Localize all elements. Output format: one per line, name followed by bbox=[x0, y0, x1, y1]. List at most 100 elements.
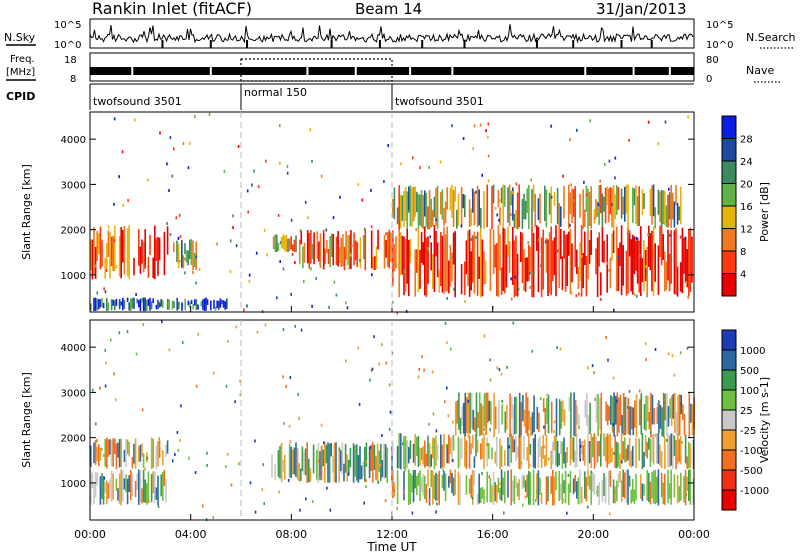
scatter-column bbox=[112, 235, 114, 271]
scatter-column bbox=[668, 253, 671, 292]
scatter-column bbox=[325, 444, 328, 464]
scatter-column bbox=[146, 483, 148, 505]
y-tick-label: 4000 bbox=[61, 343, 86, 354]
scatter-column bbox=[430, 470, 432, 488]
scatter-column bbox=[400, 232, 402, 276]
scatter-point bbox=[232, 214, 234, 218]
scatter-column bbox=[668, 483, 671, 499]
scatter-column bbox=[126, 228, 129, 277]
scatter-point bbox=[261, 488, 264, 491]
scatter-point bbox=[264, 323, 267, 327]
scatter-column bbox=[634, 400, 636, 428]
scatter-column bbox=[295, 442, 297, 477]
scatter-column bbox=[588, 240, 591, 264]
scatter-column bbox=[544, 455, 546, 467]
scatter-point bbox=[633, 293, 636, 296]
scatter-column bbox=[665, 205, 668, 227]
velocity-y-label: Slant Range [km] bbox=[20, 372, 33, 468]
scatter-column bbox=[388, 229, 391, 269]
scatter-point bbox=[181, 341, 184, 344]
scatter-column bbox=[516, 192, 519, 230]
scatter-column bbox=[288, 443, 291, 478]
scatter-column bbox=[460, 186, 463, 227]
scatter-point bbox=[628, 389, 631, 393]
scatter-point bbox=[178, 259, 181, 263]
scatter-column bbox=[150, 301, 153, 310]
scatter-column bbox=[630, 450, 632, 468]
scatter-point bbox=[323, 441, 325, 445]
scatter-point bbox=[644, 342, 647, 346]
scatter-column bbox=[521, 199, 524, 229]
scatter-column bbox=[176, 240, 178, 262]
scatter-point bbox=[304, 200, 307, 204]
scatter-column bbox=[632, 187, 634, 223]
scatter-column bbox=[451, 436, 453, 463]
scatter-point bbox=[121, 150, 124, 154]
scatter-column bbox=[686, 476, 688, 491]
scatter-point bbox=[238, 462, 240, 466]
scatter-column bbox=[513, 439, 516, 453]
scatter-column bbox=[508, 241, 511, 273]
scatter-point bbox=[429, 235, 432, 239]
scatter-column bbox=[646, 470, 648, 501]
scatter-column bbox=[507, 437, 509, 467]
scatter-column bbox=[386, 232, 389, 267]
scatter-point bbox=[508, 201, 511, 205]
scatter-column bbox=[298, 463, 300, 482]
scatter-point bbox=[576, 128, 578, 132]
scatter-column bbox=[332, 234, 335, 266]
scatter-column bbox=[163, 231, 166, 276]
scatter-point bbox=[388, 427, 391, 431]
scatter-column bbox=[654, 469, 656, 505]
scatter-point bbox=[287, 478, 290, 482]
scatter-column bbox=[636, 237, 639, 284]
scatter-column bbox=[433, 196, 436, 218]
scatter-column bbox=[398, 225, 400, 298]
scatter-point bbox=[195, 384, 198, 388]
nsky-line bbox=[89, 24, 694, 44]
scatter-column bbox=[417, 194, 420, 229]
scatter-column bbox=[409, 440, 412, 459]
scatter-point bbox=[113, 239, 116, 242]
scatter-point bbox=[310, 267, 312, 271]
scatter-column bbox=[354, 240, 357, 261]
scatter-point bbox=[195, 255, 198, 259]
scatter-column bbox=[202, 299, 204, 310]
y-tick-label: 3000 bbox=[61, 388, 86, 399]
scatter-column bbox=[491, 447, 493, 460]
scatter-column bbox=[372, 442, 374, 483]
scatter-column bbox=[499, 438, 501, 470]
scatter-point bbox=[428, 499, 431, 503]
scatter-column bbox=[392, 441, 394, 455]
scatter-point bbox=[594, 217, 596, 221]
scatter-point bbox=[586, 193, 588, 197]
scatter-point bbox=[103, 287, 105, 291]
scatter-column bbox=[96, 472, 98, 485]
scatter-column bbox=[152, 471, 154, 494]
scatter-point bbox=[687, 115, 689, 119]
scatter-column bbox=[419, 194, 421, 226]
scatter-point bbox=[358, 402, 361, 406]
scatter-point bbox=[371, 273, 373, 277]
scatter-column bbox=[280, 236, 283, 249]
scatter-column bbox=[398, 185, 400, 230]
scatter-point bbox=[278, 490, 280, 494]
scatter-point bbox=[289, 440, 292, 444]
scatter-column bbox=[163, 469, 166, 487]
scatter-column bbox=[110, 470, 113, 502]
scatter-column bbox=[619, 471, 621, 483]
scatter-column bbox=[362, 235, 365, 260]
scatter-column bbox=[456, 209, 458, 229]
scatter-column bbox=[158, 237, 161, 261]
scatter-point bbox=[145, 265, 147, 269]
scatter-point bbox=[604, 163, 606, 166]
scatter-point bbox=[423, 368, 425, 372]
scatter-column bbox=[114, 225, 116, 272]
scatter-column bbox=[526, 188, 528, 213]
scatter-column bbox=[147, 299, 150, 306]
scatter-column bbox=[324, 248, 327, 265]
scatter-point bbox=[544, 240, 547, 244]
scatter-column bbox=[362, 461, 364, 477]
scatter-point bbox=[173, 147, 175, 151]
scatter-column bbox=[107, 482, 110, 499]
